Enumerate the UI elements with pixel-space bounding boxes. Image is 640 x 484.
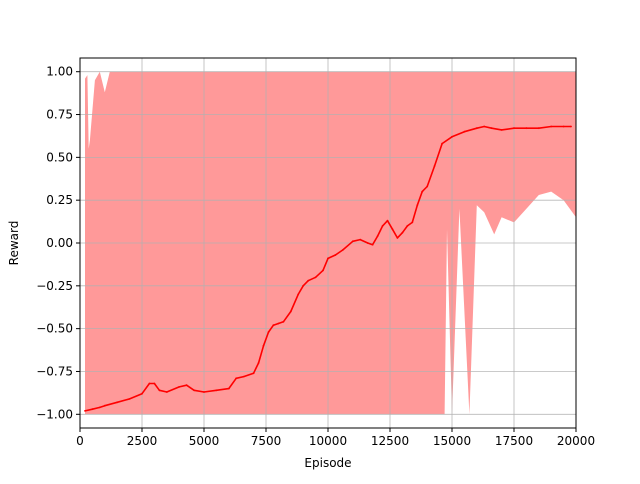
y-axis-label: Reward: [7, 221, 21, 266]
y-tick-label: −0.75: [36, 364, 73, 378]
data-point-moving-average: [426, 185, 429, 188]
data-point-moving-average: [193, 389, 196, 392]
data-point-moving-average: [153, 382, 156, 385]
x-tick-label: 0: [76, 434, 84, 448]
data-point-moving-average: [165, 391, 168, 393]
data-point-moving-average: [376, 235, 379, 238]
data-point-moving-average: [178, 386, 181, 388]
data-point-moving-average: [297, 293, 300, 296]
data-point-moving-average: [562, 125, 565, 128]
data-point-moving-average: [185, 384, 188, 387]
series-layer: [84, 125, 572, 412]
x-tick-label: 15000: [433, 434, 471, 448]
data-point-moving-average: [406, 225, 409, 227]
y-tick-label: 0.25: [46, 193, 73, 207]
data-point-moving-average: [98, 406, 101, 409]
data-point-moving-average: [401, 231, 404, 234]
data-point-moving-average: [327, 257, 329, 260]
data-point-moving-average: [411, 221, 414, 224]
data-point-moving-average: [463, 130, 466, 133]
data-point-moving-average: [158, 389, 161, 392]
data-point-moving-average: [513, 127, 515, 130]
data-point-moving-average: [272, 324, 275, 327]
data-point-moving-average: [334, 254, 337, 256]
data-point-moving-average: [570, 125, 572, 128]
y-tick-label: 0.75: [46, 108, 73, 122]
x-axis-ticks: 0 2500 5000 7500 10000 12500 15000 17500 20000: [76, 428, 595, 448]
y-tick-label: 1.00: [46, 65, 73, 79]
data-point-moving-average: [381, 225, 384, 227]
x-tick-label: 10000: [309, 434, 347, 448]
series-line-moving-average: [84, 125, 571, 412]
y-tick-label: 0.50: [46, 150, 73, 164]
data-point-moving-average: [483, 125, 486, 128]
data-point-moving-average: [391, 228, 394, 231]
data-point-moving-average: [500, 129, 503, 131]
data-point-moving-average: [141, 392, 143, 395]
x-axis-label: Episode: [304, 456, 351, 470]
data-point-moving-average: [366, 242, 369, 244]
y-tick-label: 0.00: [46, 236, 73, 250]
data-point-moving-average: [433, 165, 436, 167]
data-point-moving-average: [307, 279, 310, 282]
data-point-moving-average: [302, 284, 305, 287]
data-point-moving-average: [148, 382, 151, 385]
data-point-moving-average: [252, 372, 255, 375]
data-point-moving-average: [371, 243, 374, 246]
data-point-moving-average: [441, 142, 443, 145]
y-tick-label: −0.50: [36, 322, 73, 336]
x-tick-label: 2500: [127, 434, 158, 448]
data-point-moving-average: [91, 408, 94, 411]
data-point-moving-average: [359, 238, 362, 241]
data-point-moving-average: [203, 391, 205, 393]
x-tick-label: 7500: [251, 434, 282, 448]
x-tick-label: 17500: [495, 434, 533, 448]
data-point-moving-average: [550, 125, 553, 128]
x-tick-label: 20000: [557, 434, 595, 448]
data-point-moving-average: [267, 331, 270, 333]
data-point-moving-average: [525, 127, 528, 130]
data-point-moving-average: [128, 398, 131, 400]
y-tick-label: −1.00: [36, 407, 73, 421]
data-point-moving-average: [416, 204, 419, 207]
data-point-moving-average: [314, 276, 317, 279]
data-point-moving-average: [215, 389, 218, 392]
data-point-moving-average: [235, 377, 238, 380]
data-point-moving-average: [282, 320, 285, 323]
data-point-moving-average: [227, 387, 230, 390]
data-point-moving-average: [396, 237, 399, 239]
data-point-moving-average: [386, 219, 389, 222]
data-point-moving-average: [490, 127, 493, 130]
x-tick-label: 12500: [371, 434, 409, 448]
data-point-moving-average: [242, 375, 245, 378]
data-point-moving-average: [475, 127, 478, 130]
data-point-moving-average: [257, 362, 260, 364]
data-point-moving-average: [421, 190, 424, 193]
data-point-moving-average: [342, 249, 344, 251]
y-axis-ticks: −1.00 −0.75 −0.50 −0.25 0.00 0.25 0.50 0.75 1.00: [36, 65, 80, 421]
data-point-moving-average: [262, 344, 265, 347]
x-tick-label: 5000: [189, 434, 220, 448]
data-point-moving-average: [103, 404, 106, 407]
data-point-moving-average: [116, 401, 119, 404]
data-point-moving-average: [451, 135, 453, 138]
data-point-moving-average: [277, 322, 280, 325]
data-point-moving-average: [84, 410, 86, 412]
data-point-moving-average: [537, 127, 540, 130]
data-point-moving-average: [289, 310, 292, 313]
data-point-moving-average: [351, 240, 354, 243]
data-point-moving-average: [322, 269, 324, 272]
y-tick-label: −0.25: [36, 279, 73, 293]
